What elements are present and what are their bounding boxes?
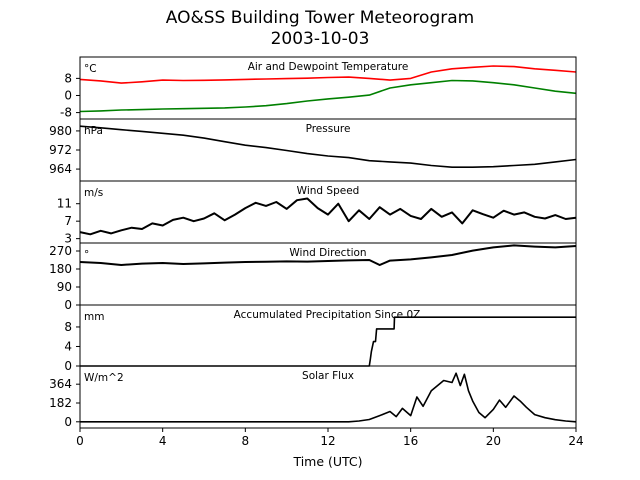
- panel-title: Wind Speed: [297, 185, 360, 197]
- x-axis-label: Time (UTC): [292, 454, 362, 469]
- y-tick-label: 980: [49, 124, 72, 138]
- x-tick-label: 16: [403, 434, 418, 448]
- y-tick-label: 0: [64, 359, 72, 373]
- y-tick-label: 8: [64, 71, 72, 85]
- x-tick-label: 0: [76, 434, 84, 448]
- series-line-6-1: [80, 372, 577, 423]
- chart-subtitle: 2003-10-03: [270, 29, 370, 49]
- y-tick-label: 0: [64, 415, 72, 429]
- panel-title: Wind Direction: [289, 247, 366, 259]
- y-tick-label: 7: [64, 214, 72, 228]
- y-tick-label: 972: [49, 143, 72, 157]
- x-tick-label: 20: [486, 434, 501, 448]
- panel-unit-label: m/s: [84, 187, 103, 199]
- panel-unit-label: °C: [84, 63, 97, 75]
- series-line-1-2: [79, 79, 577, 113]
- series-line-1-1: [79, 65, 577, 84]
- y-tick-label: -8: [60, 106, 72, 120]
- x-tick-label: 4: [159, 434, 167, 448]
- y-tick-label: 11: [57, 197, 72, 211]
- panel-unit-label: mm: [84, 311, 104, 323]
- series-line-3-1: [79, 197, 577, 236]
- series-line-2-1: [79, 125, 577, 168]
- y-tick-label: 4: [64, 339, 72, 353]
- panel-title: Solar Flux: [302, 370, 354, 382]
- panel-title: Pressure: [306, 123, 351, 135]
- x-tick-label: 8: [242, 434, 250, 448]
- series-line-5-1: [80, 316, 576, 367]
- panel-title: Air and Dewpoint Temperature: [248, 61, 409, 73]
- y-tick-label: 182: [49, 396, 72, 410]
- chart-title: AO&SS Building Tower Meteorogram: [165, 8, 475, 28]
- y-tick-label: 90: [57, 280, 72, 294]
- y-tick-label: 964: [49, 162, 72, 176]
- panel-unit-label: hPa: [84, 125, 103, 137]
- y-tick-label: 180: [49, 262, 72, 276]
- y-tick-label: 364: [49, 377, 72, 391]
- y-tick-label: 270: [49, 244, 72, 258]
- panel-unit-label: W/m^2: [84, 372, 124, 384]
- x-tick-label: 24: [568, 434, 583, 448]
- panel-unit-label: °: [84, 249, 89, 261]
- y-tick-label: 0: [64, 298, 72, 312]
- panel-title: Accumulated Precipitation Since 0Z: [234, 309, 421, 321]
- y-tick-label: 8: [64, 320, 72, 334]
- series-line-4-1: [79, 244, 577, 266]
- y-tick-label: 0: [64, 88, 72, 102]
- y-tick-label: 3: [64, 232, 72, 246]
- x-tick-label: 12: [320, 434, 335, 448]
